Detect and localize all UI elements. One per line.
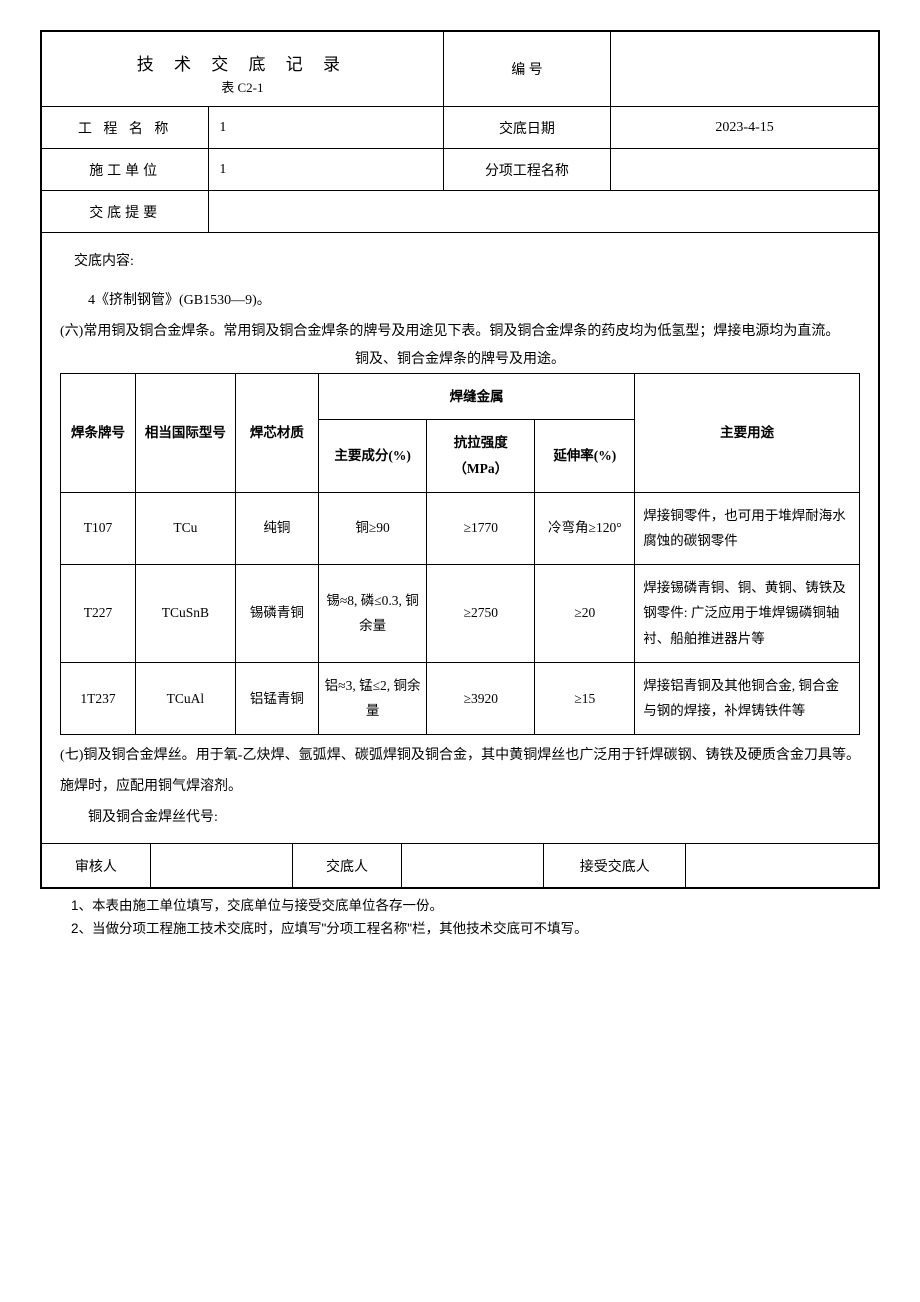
title-text: 技 术 交 底 记 录 — [137, 55, 348, 74]
cell-code: 1T237 — [61, 662, 136, 734]
cell-tensile: ≥1770 — [427, 492, 535, 564]
cell-code: T227 — [61, 564, 136, 662]
cell-intl: TCuSnB — [135, 564, 235, 662]
cell-intl: TCuAl — [135, 662, 235, 734]
label-reviewer: 审核人 — [42, 844, 151, 888]
th-elong: 延伸率(%) — [535, 420, 635, 492]
subtitle-text: 表 C2-1 — [48, 77, 437, 96]
cell-comp: 铝≈3, 锰≤2, 铜余量 — [319, 662, 427, 734]
cell-tensile: ≥3920 — [427, 662, 535, 734]
note-2: 2、当做分项工程施工技术交底时，应填写"分项工程名称"栏，其他技术交底可不填写。 — [44, 918, 876, 941]
cell-comp: 锡≈8, 磷≤0.3, 铜余量 — [319, 564, 427, 662]
cell-usage: 焊接铜零件，也可用于堆焊耐海水腐蚀的碳钢零件 — [635, 492, 860, 564]
note-1: 1、本表由施工单位填写，交底单位与接受交底单位各存一份。 — [44, 895, 876, 918]
val-receiver — [686, 844, 879, 888]
val-date: 2023-4-15 — [611, 107, 879, 149]
cell-material: 纯铜 — [235, 492, 318, 564]
th-weldmetal: 焊缝金属 — [319, 373, 635, 420]
th-material: 焊芯材质 — [235, 373, 318, 492]
val-reviewer — [150, 844, 292, 888]
footnotes: 1、本表由施工单位填写，交底单位与接受交底单位各存一份。 2、当做分项工程施工技… — [40, 889, 880, 941]
cell-usage: 焊接锡磷青铜、铜、黄铜、铸铁及钢零件: 广泛应用于堆焊锡磷铜轴衬、船舶推进器片等 — [635, 564, 860, 662]
content-label: 交底内容: — [60, 247, 860, 278]
th-comp: 主要成分(%) — [319, 420, 427, 492]
label-subproject: 分项工程名称 — [443, 149, 610, 191]
val-unit: 1 — [209, 149, 443, 191]
cell-usage: 焊接铝青铜及其他铜合金, 铜合金与钢的焊接，补焊铸铁件等 — [635, 662, 860, 734]
cell-elong: 冷弯角≥120° — [535, 492, 635, 564]
label-bianhao: 编 号 — [443, 32, 610, 107]
electrode-table: 焊条牌号 相当国际型号 焊芯材质 焊缝金属 主要用途 主要成分(%) 抗拉强度（… — [60, 373, 860, 735]
label-project: 工 程 名 称 — [42, 107, 209, 149]
label-summary: 交底提要 — [42, 191, 209, 233]
val-summary — [209, 191, 879, 233]
cell-comp: 铜≥90 — [319, 492, 427, 564]
val-subproject — [611, 149, 879, 191]
document-frame: 技 术 交 底 记 录 表 C2-1 编 号 工 程 名 称 1 交底日期 20… — [40, 30, 880, 889]
cell-elong: ≥15 — [535, 662, 635, 734]
cell-code: T107 — [61, 492, 136, 564]
label-presenter: 交底人 — [293, 844, 402, 888]
table-row: T107 TCu 纯铜 铜≥90 ≥1770 冷弯角≥120° 焊接铜零件，也可… — [61, 492, 860, 564]
label-date: 交底日期 — [443, 107, 610, 149]
content-line-3: (七)铜及铜合金焊丝。用于氧-乙炔焊、氩弧焊、碳弧焊铜及铜合金，其中黄铜焊丝也广… — [60, 741, 860, 803]
th-intl: 相当国际型号 — [135, 373, 235, 492]
doc-title: 技 术 交 底 记 录 表 C2-1 — [48, 40, 437, 98]
cell-material: 铝锰青铜 — [235, 662, 318, 734]
val-project: 1 — [209, 107, 443, 149]
content-line-4: 铜及铜合金焊丝代号: — [60, 803, 860, 834]
th-code: 焊条牌号 — [61, 373, 136, 492]
table-row: T227 TCuSnB 锡磷青铜 锡≈8, 磷≤0.3, 铜余量 ≥2750 ≥… — [61, 564, 860, 662]
content-line-2: (六)常用铜及铜合金焊条。常用铜及铜合金焊条的牌号及用途见下表。铜及铜合金焊条的… — [60, 317, 860, 348]
table-row: 1T237 TCuAl 铝锰青铜 铝≈3, 锰≤2, 铜余量 ≥3920 ≥15… — [61, 662, 860, 734]
content-area: 交底内容: 4《挤制钢管》(GB1530—9)。 (六)常用铜及铜合金焊条。常用… — [41, 233, 879, 843]
cell-tensile: ≥2750 — [427, 564, 535, 662]
table-caption: 铜及、铜合金焊条的牌号及用途。 — [60, 347, 860, 372]
val-presenter — [401, 844, 543, 888]
cell-material: 锡磷青铜 — [235, 564, 318, 662]
label-receiver: 接受交底人 — [544, 844, 686, 888]
th-usage: 主要用途 — [635, 373, 860, 492]
footer-table: 审核人 交底人 接受交底人 — [41, 843, 879, 888]
th-tensile: 抗拉强度（MPa） — [427, 420, 535, 492]
cell-elong: ≥20 — [535, 564, 635, 662]
cell-intl: TCu — [135, 492, 235, 564]
label-unit: 施工单位 — [42, 149, 209, 191]
content-line-1: 4《挤制钢管》(GB1530—9)。 — [60, 286, 860, 317]
val-bianhao — [611, 32, 879, 107]
header-table: 技 术 交 底 记 录 表 C2-1 编 号 工 程 名 称 1 交底日期 20… — [41, 31, 879, 233]
